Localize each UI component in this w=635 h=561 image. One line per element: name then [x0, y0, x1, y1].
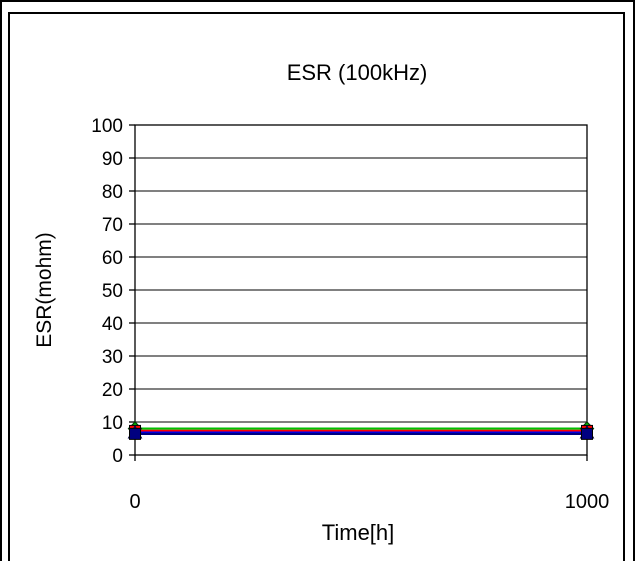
chart-frame	[8, 12, 625, 561]
data-point	[581, 427, 593, 440]
y-tick-label: 70	[102, 215, 123, 236]
y-tick-label: 0	[112, 446, 123, 467]
x-axis-label: Time[h]	[322, 520, 395, 545]
x-tick-label: 0	[129, 491, 140, 513]
chart-title: ESR (100kHz)	[287, 60, 428, 85]
y-tick-label: 100	[91, 116, 123, 137]
data-point	[129, 427, 141, 440]
y-tick-label: 50	[102, 281, 123, 302]
y-tick-label: 90	[102, 149, 123, 170]
y-tick-label: 80	[102, 182, 123, 203]
y-tick-label: 30	[102, 347, 123, 368]
x-tick-label: 1000	[565, 491, 610, 513]
y-tick-label: 40	[102, 314, 123, 335]
y-axis-label: ESR(mohm)	[33, 232, 56, 348]
y-tick-label: 20	[102, 380, 123, 401]
y-tick-label: 10	[102, 413, 123, 434]
y-tick-label: 60	[102, 248, 123, 269]
